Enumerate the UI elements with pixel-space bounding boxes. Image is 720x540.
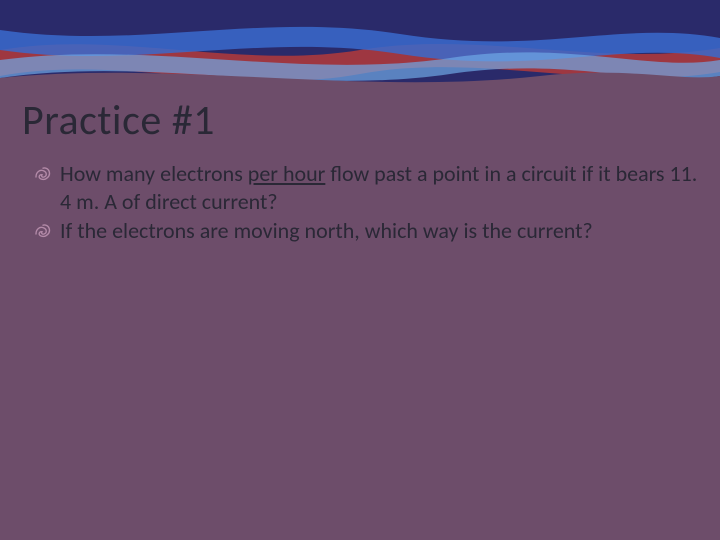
wave-graphic bbox=[0, 0, 720, 90]
bullet-list: How many electrons per hour flow past a … bbox=[22, 160, 698, 245]
slide-content: Practice #1 How many electrons per hour … bbox=[22, 95, 698, 247]
bullet-item: How many electrons per hour flow past a … bbox=[34, 160, 698, 215]
swirl-bullet-icon bbox=[34, 167, 54, 181]
slide-title: Practice #1 bbox=[22, 95, 698, 146]
bullet-item: If the electrons are moving north, which… bbox=[34, 217, 698, 245]
swirl-bullet-icon bbox=[34, 224, 54, 238]
bullet-text: If the electrons are moving north, which… bbox=[60, 217, 593, 244]
bullet-text: How many electrons per hour flow past a … bbox=[60, 160, 697, 215]
header-wave-band bbox=[0, 0, 720, 90]
